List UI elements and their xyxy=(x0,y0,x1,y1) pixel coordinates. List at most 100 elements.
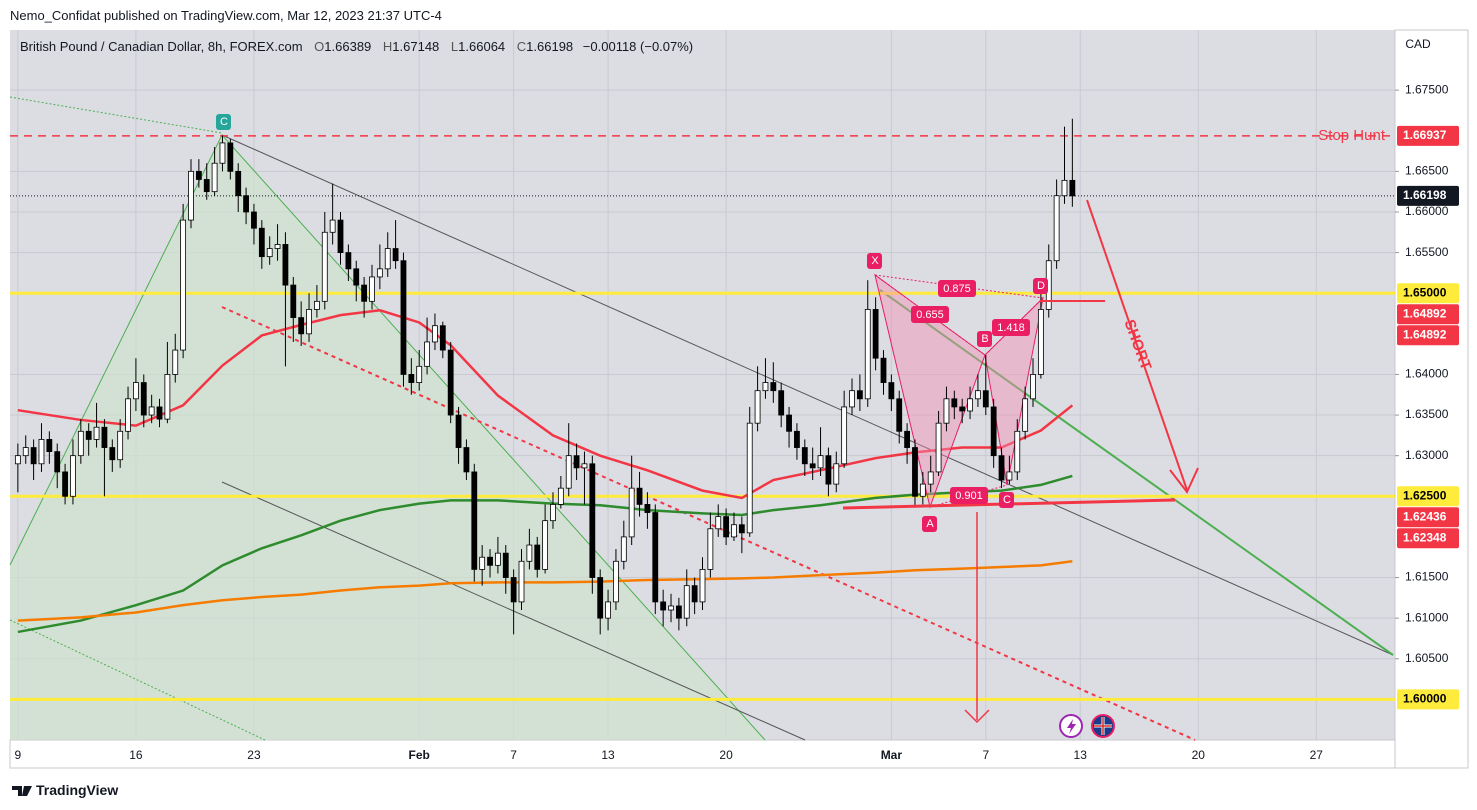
candles xyxy=(14,118,1076,635)
ohlc-letter: H xyxy=(382,39,393,54)
price-tag-label: 1.66937 xyxy=(1403,128,1447,142)
candle-body xyxy=(738,524,745,534)
candle-body xyxy=(447,349,454,416)
candle-body xyxy=(620,536,627,562)
ohlc-value: 1.66389 xyxy=(324,39,372,54)
ohlc-value: 1.66064 xyxy=(458,39,506,54)
price-tag-label: 1.64892 xyxy=(1403,327,1447,341)
candle-body xyxy=(762,382,769,392)
candle-body xyxy=(605,601,611,619)
ticks: 1.67500 1.66500 1.66000 1.65500 1.64000 1.635… xyxy=(15,82,1449,762)
dotted-red-line xyxy=(221,306,1196,741)
short-arrow xyxy=(1086,199,1188,491)
candle-body xyxy=(203,179,210,193)
candle-body xyxy=(786,414,792,432)
x-tick-label: 20 xyxy=(719,748,733,762)
candle-body xyxy=(274,244,281,249)
x-tick-label: 27 xyxy=(1310,748,1324,762)
candle-body xyxy=(400,260,407,375)
ohlc-value: 1.67148 xyxy=(392,39,440,54)
candle-body xyxy=(258,227,265,258)
ohlc-letter: L xyxy=(450,39,459,54)
candle-body xyxy=(85,430,92,440)
publish-line: Nemo_Confidat published on TradingView.c… xyxy=(10,8,442,23)
candle-body xyxy=(904,430,911,448)
candle-body xyxy=(967,398,973,412)
candle-body xyxy=(376,268,383,278)
candle-body xyxy=(384,248,391,270)
candle-body xyxy=(125,398,131,432)
candle-body xyxy=(416,365,423,383)
candle-body xyxy=(723,516,730,538)
candle-body xyxy=(1037,309,1044,375)
candle-body xyxy=(1022,398,1029,432)
symbol: British Pound / Canadian Dollar, 8h, FOR… xyxy=(20,39,303,54)
candle-body xyxy=(298,317,305,335)
candle-body xyxy=(644,504,651,513)
ohlc-letter: C xyxy=(516,39,527,54)
candle-body xyxy=(935,422,942,473)
candle-body xyxy=(652,512,659,603)
price-tag xyxy=(1397,304,1459,325)
candle-body xyxy=(573,455,580,469)
candle-body xyxy=(195,170,202,180)
trend-line xyxy=(879,289,1394,656)
price-tag-label: 1.62348 xyxy=(1403,530,1447,544)
candle-body xyxy=(14,455,21,465)
price-tag xyxy=(1397,507,1459,528)
candle-body xyxy=(896,398,903,432)
candle-body xyxy=(912,447,918,497)
price-tag xyxy=(1397,283,1459,304)
candle-body xyxy=(109,447,116,461)
candle-body xyxy=(455,414,462,448)
x-tick-label: 7 xyxy=(982,748,989,762)
candle-body xyxy=(494,552,501,566)
candle-body xyxy=(188,170,194,221)
candle-body xyxy=(93,426,100,440)
candle-body xyxy=(817,455,824,469)
candle-body xyxy=(392,248,399,262)
candle-body xyxy=(888,382,895,400)
x-tick-label: 23 xyxy=(247,748,261,762)
footer: TradingView xyxy=(36,782,119,798)
candle-body xyxy=(1069,179,1076,197)
legend: British Pound / Canadian Dollar, 8h, FOR… xyxy=(20,39,693,54)
logo xyxy=(12,786,32,796)
channel-line xyxy=(221,134,1394,656)
price-tag-label: 1.62436 xyxy=(1403,509,1447,523)
candle-body xyxy=(856,390,863,400)
candle-body xyxy=(219,142,226,164)
short-arrowhead xyxy=(1169,467,1199,494)
candle-body xyxy=(361,284,368,302)
x-tick-label: 20 xyxy=(1192,748,1206,762)
x-tick-label: 13 xyxy=(601,748,615,762)
candle-body xyxy=(101,426,108,448)
candle-body xyxy=(353,268,360,286)
candle-body xyxy=(518,560,525,603)
candle-body xyxy=(164,374,171,420)
candle-body xyxy=(1053,195,1060,262)
candle-body xyxy=(180,219,187,351)
candle-body xyxy=(133,382,139,400)
candle-body xyxy=(715,516,722,530)
candle-body xyxy=(872,309,879,359)
ratio-label: 0.875 xyxy=(943,283,971,295)
candle-body xyxy=(975,390,981,400)
candle-body xyxy=(731,524,737,538)
point-label: B xyxy=(981,333,988,345)
x-tick-label: 16 xyxy=(129,748,143,762)
candle-body xyxy=(266,248,273,258)
candle-body xyxy=(801,447,808,465)
candle-body xyxy=(156,406,163,420)
candle-body xyxy=(943,398,950,424)
currency: CAD xyxy=(1405,37,1431,51)
candle-body xyxy=(825,455,832,485)
candle-body xyxy=(424,341,430,367)
y-tick-label: 1.64000 xyxy=(1405,367,1449,381)
candle-body xyxy=(251,211,257,229)
candle-body xyxy=(581,463,588,469)
candle-body xyxy=(46,439,53,453)
y-tick-label: 1.66500 xyxy=(1405,164,1449,178)
candle-body xyxy=(77,430,84,457)
candle-body xyxy=(148,406,155,416)
